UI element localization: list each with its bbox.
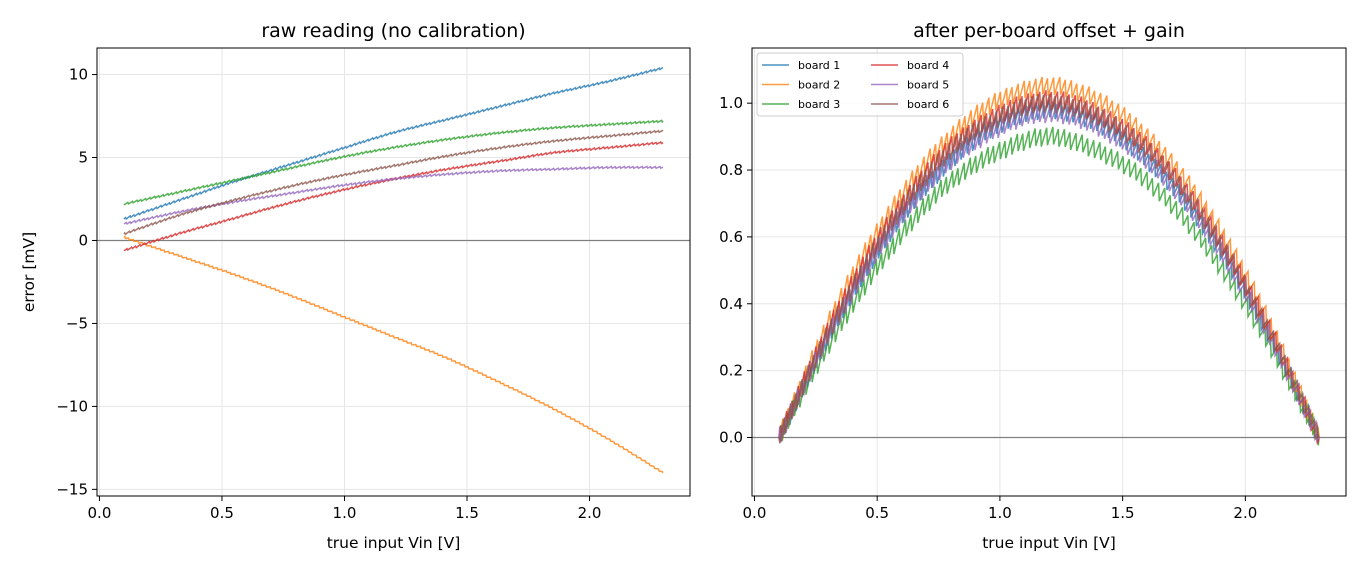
- y-tick-label: 0.8: [719, 161, 743, 179]
- y-tick-label: 0.2: [719, 362, 743, 380]
- series-line-board-2: [123, 235, 664, 474]
- x-axis-label: true input Vin [V]: [982, 534, 1116, 552]
- y-tick-label: 0.4: [719, 295, 743, 313]
- y-tick-label: −10: [56, 397, 88, 415]
- series-line-board-2: [778, 76, 1320, 438]
- y-tick-label: −15: [56, 480, 88, 498]
- x-tick-label: 0.0: [743, 504, 767, 522]
- legend-entry: board 4: [907, 59, 949, 72]
- x-tick-label: 1.0: [333, 504, 357, 522]
- legend-entry: board 1: [798, 59, 840, 72]
- x-tick-label: 1.5: [455, 504, 479, 522]
- legend-entry: board 6: [907, 98, 949, 111]
- y-tick-label: 0.0: [719, 428, 743, 446]
- y-tick-label: 0: [78, 231, 88, 249]
- legend-entry: board 2: [798, 79, 840, 92]
- series-line-board-4: [778, 90, 1320, 445]
- legend-entry: board 5: [907, 79, 949, 92]
- chart-title: raw reading (no calibration): [261, 20, 525, 42]
- series-line-board-5: [123, 165, 664, 226]
- x-tick-label: 2.0: [1233, 504, 1257, 522]
- y-axis-label: error [mV]: [20, 232, 38, 312]
- legend-entry: board 3: [798, 98, 840, 111]
- series-line-board-5: [778, 103, 1320, 443]
- axes-frame: [96, 47, 691, 497]
- x-tick-label: 2.0: [578, 504, 602, 522]
- x-tick-label: 0.5: [865, 504, 889, 522]
- left-chart-panel: 0.0 0.5 1.0 1.5 2.0 −15 −10 −5 0 5 10 raw reading (…: [20, 20, 691, 552]
- series-line-board-1: [123, 66, 664, 221]
- y-tick-label: 1.0: [719, 94, 743, 112]
- x-axis-label: true input Vin [V]: [327, 534, 461, 552]
- x-tick-label: 0.5: [210, 504, 234, 522]
- y-tick-label: 0.6: [719, 228, 743, 246]
- y-tick-label: 10: [69, 66, 88, 84]
- legend: board 1 board 2 board 3 board 4 board 5 board…: [756, 52, 964, 117]
- series-line-board-3: [123, 119, 664, 206]
- y-tick-label: 5: [78, 149, 88, 167]
- right-chart-panel: 0.0 0.5 1.0 1.5 2.0 0.0 0.2 0.4 0.6 0.8 1.0 after p…: [719, 20, 1347, 552]
- series-line-board-6: [123, 129, 664, 236]
- x-tick-label: 1.5: [1111, 504, 1135, 522]
- axes-frame: [751, 47, 1347, 497]
- y-tick-label: −5: [66, 314, 88, 332]
- x-tick-label: 0.0: [88, 504, 112, 522]
- x-tick-label: 1.0: [988, 504, 1012, 522]
- series-line-board-6: [778, 93, 1320, 444]
- series-line-board-4: [123, 140, 664, 252]
- legend-box: [756, 52, 964, 117]
- chart-title: after per-board offset + gain: [913, 20, 1185, 42]
